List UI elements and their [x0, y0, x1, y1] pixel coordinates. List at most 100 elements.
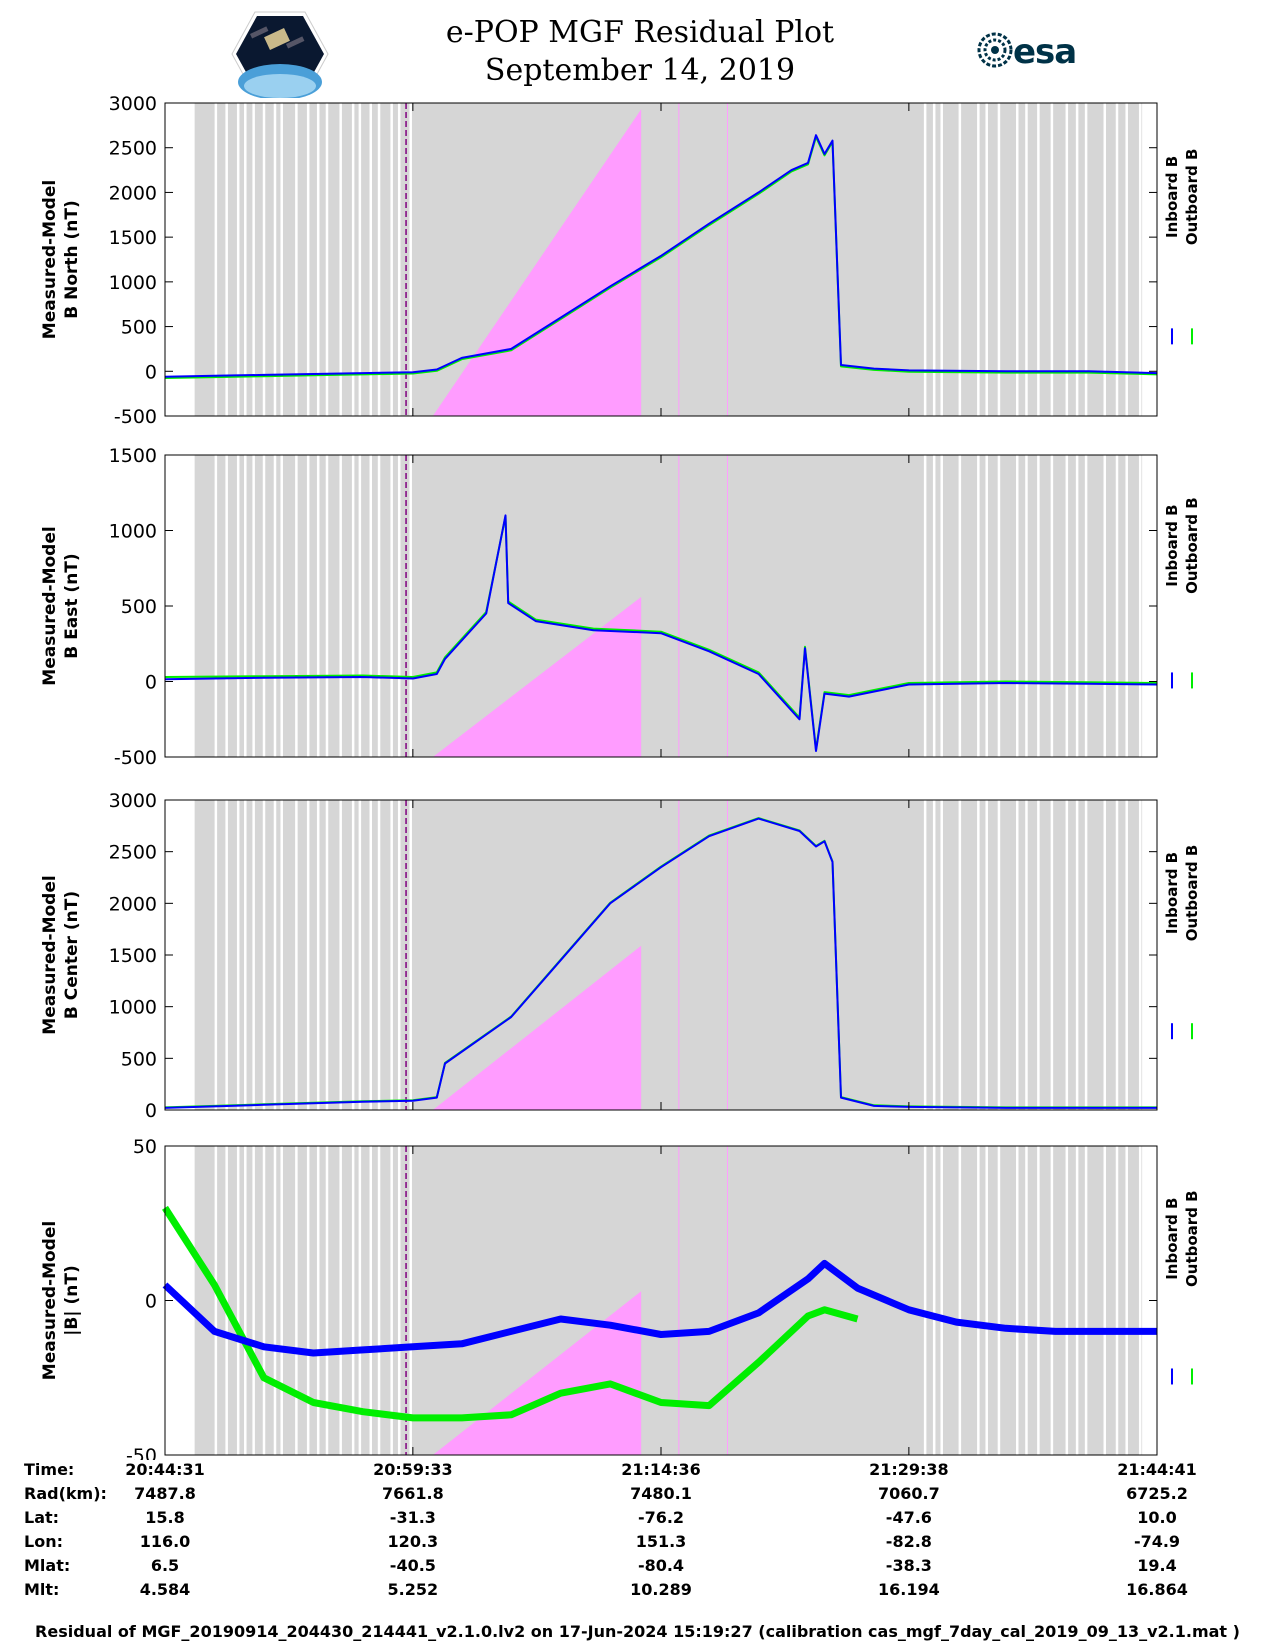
ephemeris-value: 6725.2 — [1126, 1484, 1188, 1503]
gap-stripe — [958, 103, 962, 416]
gap-stripe — [377, 103, 381, 416]
gap-stripe — [316, 103, 320, 416]
gap-stripe — [958, 1146, 962, 1455]
esa-swirl-icon — [977, 32, 1013, 68]
gap-stripe — [940, 800, 943, 1110]
gap-stripe — [351, 800, 355, 1110]
ephemeris-value: 21:29:38 — [869, 1460, 949, 1479]
gap-stripe — [262, 1146, 266, 1455]
ephemeris-value: 16.864 — [1126, 1580, 1188, 1599]
gap-stripe — [325, 800, 329, 1110]
y-tick-label: -50 — [126, 1445, 157, 1460]
gap-stripe — [1016, 1146, 1019, 1455]
gap-stripe — [236, 455, 240, 757]
gap-stripe — [1050, 1146, 1054, 1455]
gap-stripe — [214, 1146, 218, 1455]
y-tick-label: 2000 — [109, 182, 157, 204]
gap-stripe — [306, 455, 310, 757]
gap-stripe — [280, 455, 283, 757]
gap-stripe — [1065, 1146, 1069, 1455]
gap-stripe — [1050, 455, 1054, 757]
gap-stripe — [252, 1146, 255, 1455]
gap-stripe — [1016, 103, 1019, 416]
gap-stripe — [985, 1146, 988, 1455]
y-tick-label: 3000 — [109, 790, 157, 812]
gap-stripe — [997, 455, 1001, 757]
gap-stripe — [316, 800, 320, 1110]
y-axis-label: Measured-Model — [40, 1221, 60, 1380]
ephemeris-value: 7060.7 — [877, 1484, 940, 1503]
ephemeris-value: 7487.8 — [134, 1484, 196, 1503]
inboard-line — [164, 134, 1158, 378]
gap-stripe — [1050, 103, 1054, 416]
gap-stripe — [1037, 103, 1040, 416]
gap-stripe — [1037, 455, 1040, 757]
outboard-line — [162, 1205, 859, 1422]
gap-stripe — [409, 455, 412, 757]
y-tick-label: 0 — [145, 361, 157, 383]
y-tick-label: 1000 — [109, 997, 157, 1019]
y-tick-label: -500 — [114, 406, 157, 428]
y-tick-label: 0 — [145, 672, 157, 694]
gap-stripe — [262, 455, 266, 757]
gap-stripe — [236, 800, 240, 1110]
esa-logo: esa — [975, 30, 1095, 74]
gap-stripe — [1065, 800, 1069, 1110]
gap-stripe — [1037, 1146, 1040, 1455]
gap-stripe — [1125, 103, 1128, 416]
gap-stripe — [1084, 800, 1088, 1110]
gap-stripe — [273, 103, 277, 416]
conjunction-wedge — [432, 945, 642, 1110]
y-axis-label: Measured-Model — [40, 875, 60, 1034]
gap-stripe — [377, 455, 381, 757]
gap-stripe — [1084, 455, 1088, 757]
gap-stripe — [1025, 1146, 1028, 1455]
gap-stripe — [1084, 103, 1088, 416]
gap-stripe — [351, 455, 355, 757]
gap-stripe — [273, 800, 277, 1110]
y-tick-label: -500 — [114, 747, 157, 769]
gap-stripe — [1025, 103, 1028, 416]
gap-stripe — [1125, 1146, 1128, 1455]
ephemeris-value: -80.4 — [637, 1556, 685, 1575]
ephemeris-value: -82.8 — [885, 1532, 932, 1551]
gap-stripe — [1103, 800, 1107, 1110]
ephemeris-value: 20:59:33 — [373, 1460, 453, 1479]
gap-stripe — [339, 455, 342, 757]
ephemeris-value: 151.3 — [635, 1532, 687, 1551]
y-tick-label: 3000 — [109, 93, 157, 115]
y-tick-label: 2500 — [109, 138, 157, 160]
gap-stripe — [932, 455, 936, 757]
gap-stripe — [997, 103, 1001, 416]
conjunction-wedge — [432, 596, 642, 757]
gap-stripe — [295, 103, 298, 416]
gap-stripe — [262, 103, 266, 416]
footer-caption: Residual of MGF_20190914_204430_214441_v… — [35, 1622, 1240, 1641]
ephemeris-table: Time: 20:44:31 20:59:33 21:14:36 21:29:38 21:… — [0, 1460, 1275, 1620]
gap-stripe — [306, 103, 310, 416]
ephemeris-value: 20:44:31 — [125, 1460, 205, 1479]
gap-stripe — [369, 800, 373, 1110]
y-tick-label: 0 — [145, 1291, 157, 1313]
gap-stripe — [358, 800, 362, 1110]
legend-label: Inboard B — [1163, 504, 1181, 586]
gap-stripe — [390, 455, 393, 757]
gap-stripe — [977, 103, 980, 416]
gap-stripe — [214, 800, 218, 1110]
gap-stripe — [390, 800, 393, 1110]
gap-stripe — [252, 800, 255, 1110]
ephemeris-value: 6.5 — [150, 1556, 180, 1575]
ephemeris-value: -76.2 — [637, 1508, 685, 1527]
gap-stripe — [923, 103, 927, 416]
gap-stripe — [1075, 800, 1079, 1110]
gap-stripe — [377, 800, 381, 1110]
gap-stripe — [985, 103, 988, 416]
gap-stripe — [923, 455, 927, 757]
gap-stripe — [262, 800, 266, 1110]
gap-stripe — [409, 800, 412, 1110]
gap-stripe — [252, 103, 255, 416]
ephemeris-label: Time: — [24, 1460, 75, 1479]
ephemeris-value: 19.4 — [1137, 1556, 1177, 1575]
ephemeris-row: Lat: 15.8 -31.3 -76.2 -47.6 10.0 — [0, 1508, 1275, 1532]
gap-stripe — [977, 800, 980, 1110]
